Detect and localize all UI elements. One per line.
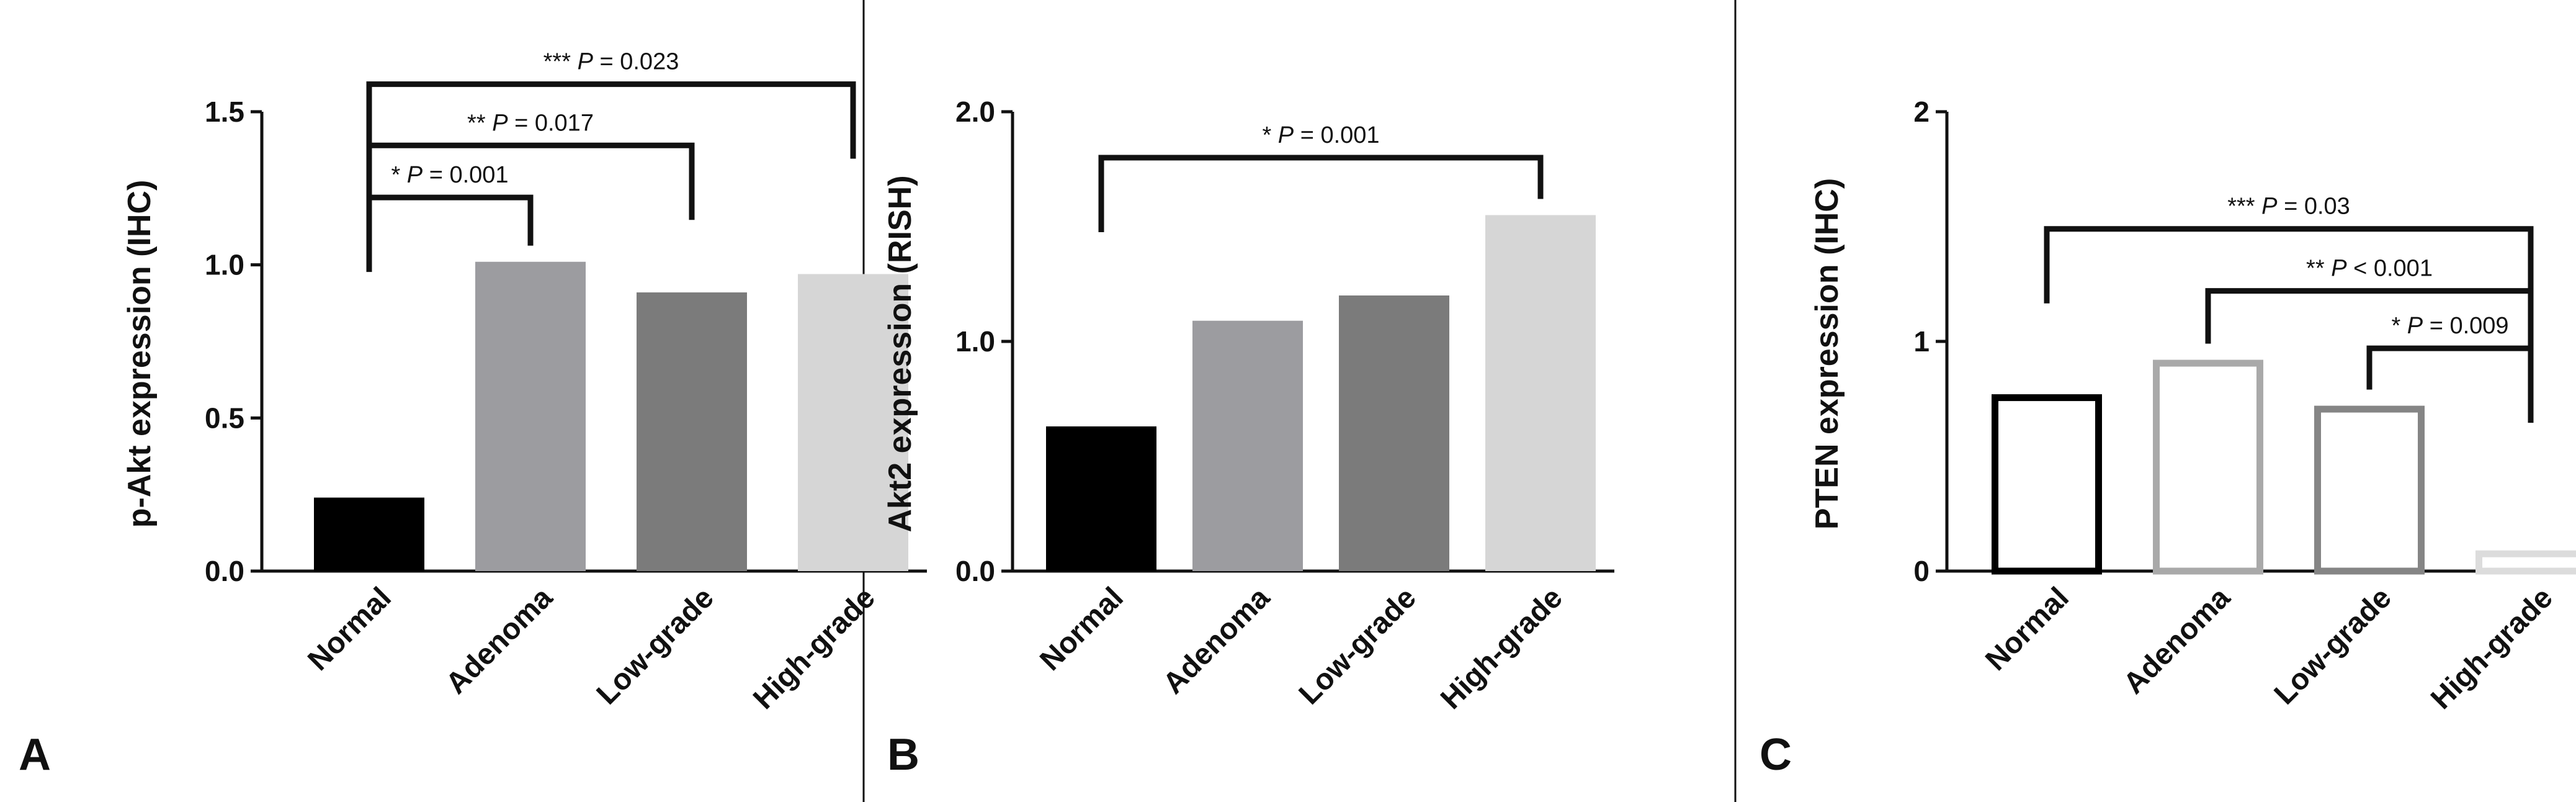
y-tick-label: 2 [1913,96,1930,128]
p-symbol: P [2407,313,2423,339]
panel-letter-c: C [1760,730,1792,780]
category-label-low-grade: Low-grade [1293,581,1423,711]
significance-label: *** P = 0.03 [2227,194,2350,220]
category-label-normal: Normal [302,581,397,677]
bar-low-grade [1339,295,1449,571]
y-tick-label: 1.0 [955,325,995,358]
category-label-adenoma: Adenoma [1157,581,1276,700]
significance-stars: * [391,162,400,188]
significance-label: * P = 0.009 [2391,313,2508,339]
significance-space [2400,313,2407,339]
significance-stars: *** [2227,194,2255,220]
y-axis-label: Akt2 expression (RISH) [882,175,918,532]
y-tick-label: 0 [1913,555,1930,587]
p-symbol: P [2331,256,2347,282]
bar-high-grade [2475,550,2576,575]
panel-letter-b: B [887,730,919,780]
y-tick-label: 1.5 [205,96,244,128]
significance-space [1271,122,1278,148]
significance-bracket [366,81,856,159]
bar-low-grade [637,292,747,571]
bar-normal [1992,394,2102,575]
bar-low-grade [2314,405,2425,575]
y-axis-label: p-Akt expression (IHC) [122,180,158,528]
significance-space [486,110,493,136]
panel-a: 0.0 0.5 1.0 1.5 p-Akt expression (IHC) Normal… [19,49,927,780]
significance-stars: *** [543,49,571,75]
category-label-normal: Normal [1979,581,2075,677]
category-label-low-grade: Low-grade [591,581,720,711]
category-label-high-grade: High-grade [747,581,882,716]
p-symbol: P [578,49,594,75]
p-value: < 0.001 [2347,256,2433,282]
y-tick-label: 1 [1913,325,1930,358]
significance-label: * P = 0.001 [1262,122,1379,148]
panel-letter-a: A [19,730,51,780]
significance-stars: * [1262,122,1271,148]
p-value: = 0.017 [508,110,594,136]
significance-label: *** P = 0.023 [543,49,679,75]
p-value: = 0.023 [593,49,679,75]
bar-high-grade [1485,215,1596,571]
bar-adenoma [1192,320,1303,571]
y-tick-label: 0.0 [955,555,995,587]
p-value: = 0.009 [2423,313,2508,339]
p-symbol: P [1278,122,1294,148]
significance-stars: ** [2306,256,2325,282]
significance-space [400,162,407,188]
p-value: = 0.03 [2278,194,2350,220]
category-label-adenoma: Adenoma [2118,581,2237,700]
y-tick-label: 0.5 [205,402,244,434]
category-label-high-grade: High-grade [2425,581,2559,716]
bar-adenoma [475,261,586,571]
p-symbol: P [492,110,508,136]
significance-bracket [366,194,534,273]
y-tick-label: 1.0 [205,249,244,281]
y-axis-label: PTEN expression (IHC) [1809,178,1845,529]
significance-bracket [1098,155,1544,232]
bar-normal [1046,426,1156,571]
p-value: = 0.001 [1294,122,1379,148]
significance-bracket [2044,226,2534,304]
category-label-normal: Normal [1034,581,1129,677]
significance-stars: ** [467,110,486,136]
significance-space [2325,256,2332,282]
category-label-adenoma: Adenoma [440,581,559,700]
significance-bracket [366,142,695,220]
category-label-low-grade: Low-grade [2268,581,2398,711]
panel-c: 0 1 2 PTEN expression (IHC) Normal Adenoma Low… [1760,96,2576,780]
significance-space [571,49,578,75]
y-tick-label: 0.0 [205,555,244,587]
significance-label: * P = 0.001 [391,162,508,188]
significance-space [2255,194,2262,220]
p-value: = 0.001 [423,162,508,188]
category-label-high-grade: High-grade [1434,581,1569,716]
y-tick-label: 2.0 [955,96,995,128]
significance-stars: * [2391,313,2400,339]
significance-label: ** P < 0.001 [2306,256,2433,282]
bar-high-grade [798,274,908,571]
bar-normal [314,497,424,571]
significance-label: ** P = 0.017 [467,110,594,136]
significance-bracket [2205,288,2534,366]
bar-adenoma [2153,359,2263,575]
p-symbol: P [407,162,423,188]
panel-b: 0.0 1.0 2.0 Akt2 expression (RISH) Normal Ade… [882,96,1614,780]
p-symbol: P [2261,194,2278,220]
significance-bracket [2366,345,2534,423]
